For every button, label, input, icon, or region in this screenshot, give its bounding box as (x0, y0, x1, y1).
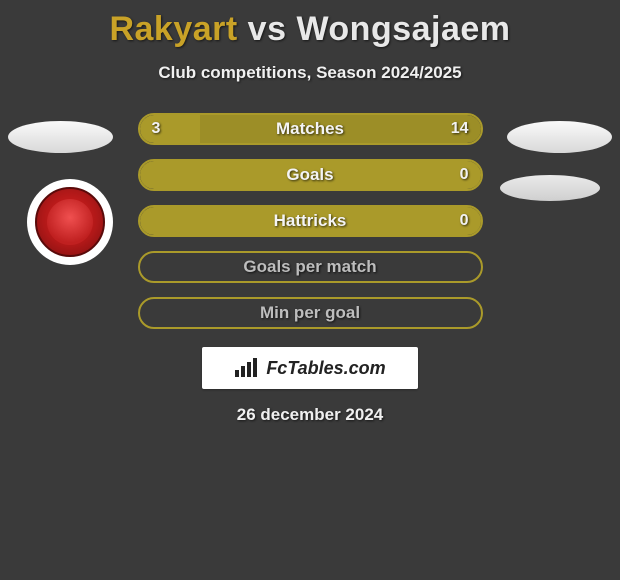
player1-badge (8, 121, 113, 153)
stat-bar-value-right: 0 (460, 161, 469, 189)
stat-bar-label: Min per goal (140, 299, 481, 327)
bars-icon (234, 358, 260, 378)
subtitle: Club competitions, Season 2024/2025 (0, 63, 620, 83)
stat-bar: Hattricks0 (138, 205, 483, 237)
vs-text: vs (248, 10, 287, 48)
stat-bar-label: Goals per match (140, 253, 481, 281)
stat-bar-value-right: 14 (451, 115, 469, 143)
stat-bar-label: Goals (140, 161, 481, 189)
player1-name: Rakyart (109, 10, 237, 48)
brand-text: FcTables.com (266, 358, 385, 379)
stat-bar: Goals per match (138, 251, 483, 283)
comparison-bars: Matches314Goals0Hattricks0Goals per matc… (138, 113, 483, 329)
stat-bar-label: Hattricks (140, 207, 481, 235)
stat-bar-value-left: 3 (152, 115, 161, 143)
player2-badge (507, 121, 612, 153)
stat-bar: Matches3 14 (138, 113, 483, 145)
stat-bar: Goals0 (138, 159, 483, 191)
stat-bar: Min per goal (138, 297, 483, 329)
player2-club-badge (500, 175, 600, 201)
player2-name: Wongsajaem (296, 10, 510, 48)
stat-bar-value-right: 0 (460, 207, 469, 235)
player1-club-crest (27, 179, 113, 265)
brand-box: FcTables.com (202, 347, 418, 389)
comparison-layout: Matches314Goals0Hattricks0Goals per matc… (0, 113, 620, 329)
page-title: Rakyart vs Wongsajaem (0, 0, 620, 49)
stat-bar-label: Matches (140, 115, 481, 143)
club-crest-icon (35, 187, 105, 257)
date-line: 26 december 2024 (0, 405, 620, 425)
